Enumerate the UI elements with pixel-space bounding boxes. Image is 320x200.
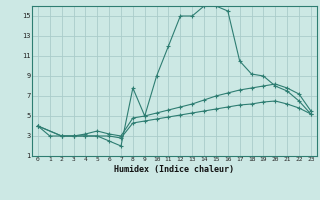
X-axis label: Humidex (Indice chaleur): Humidex (Indice chaleur)	[115, 165, 234, 174]
